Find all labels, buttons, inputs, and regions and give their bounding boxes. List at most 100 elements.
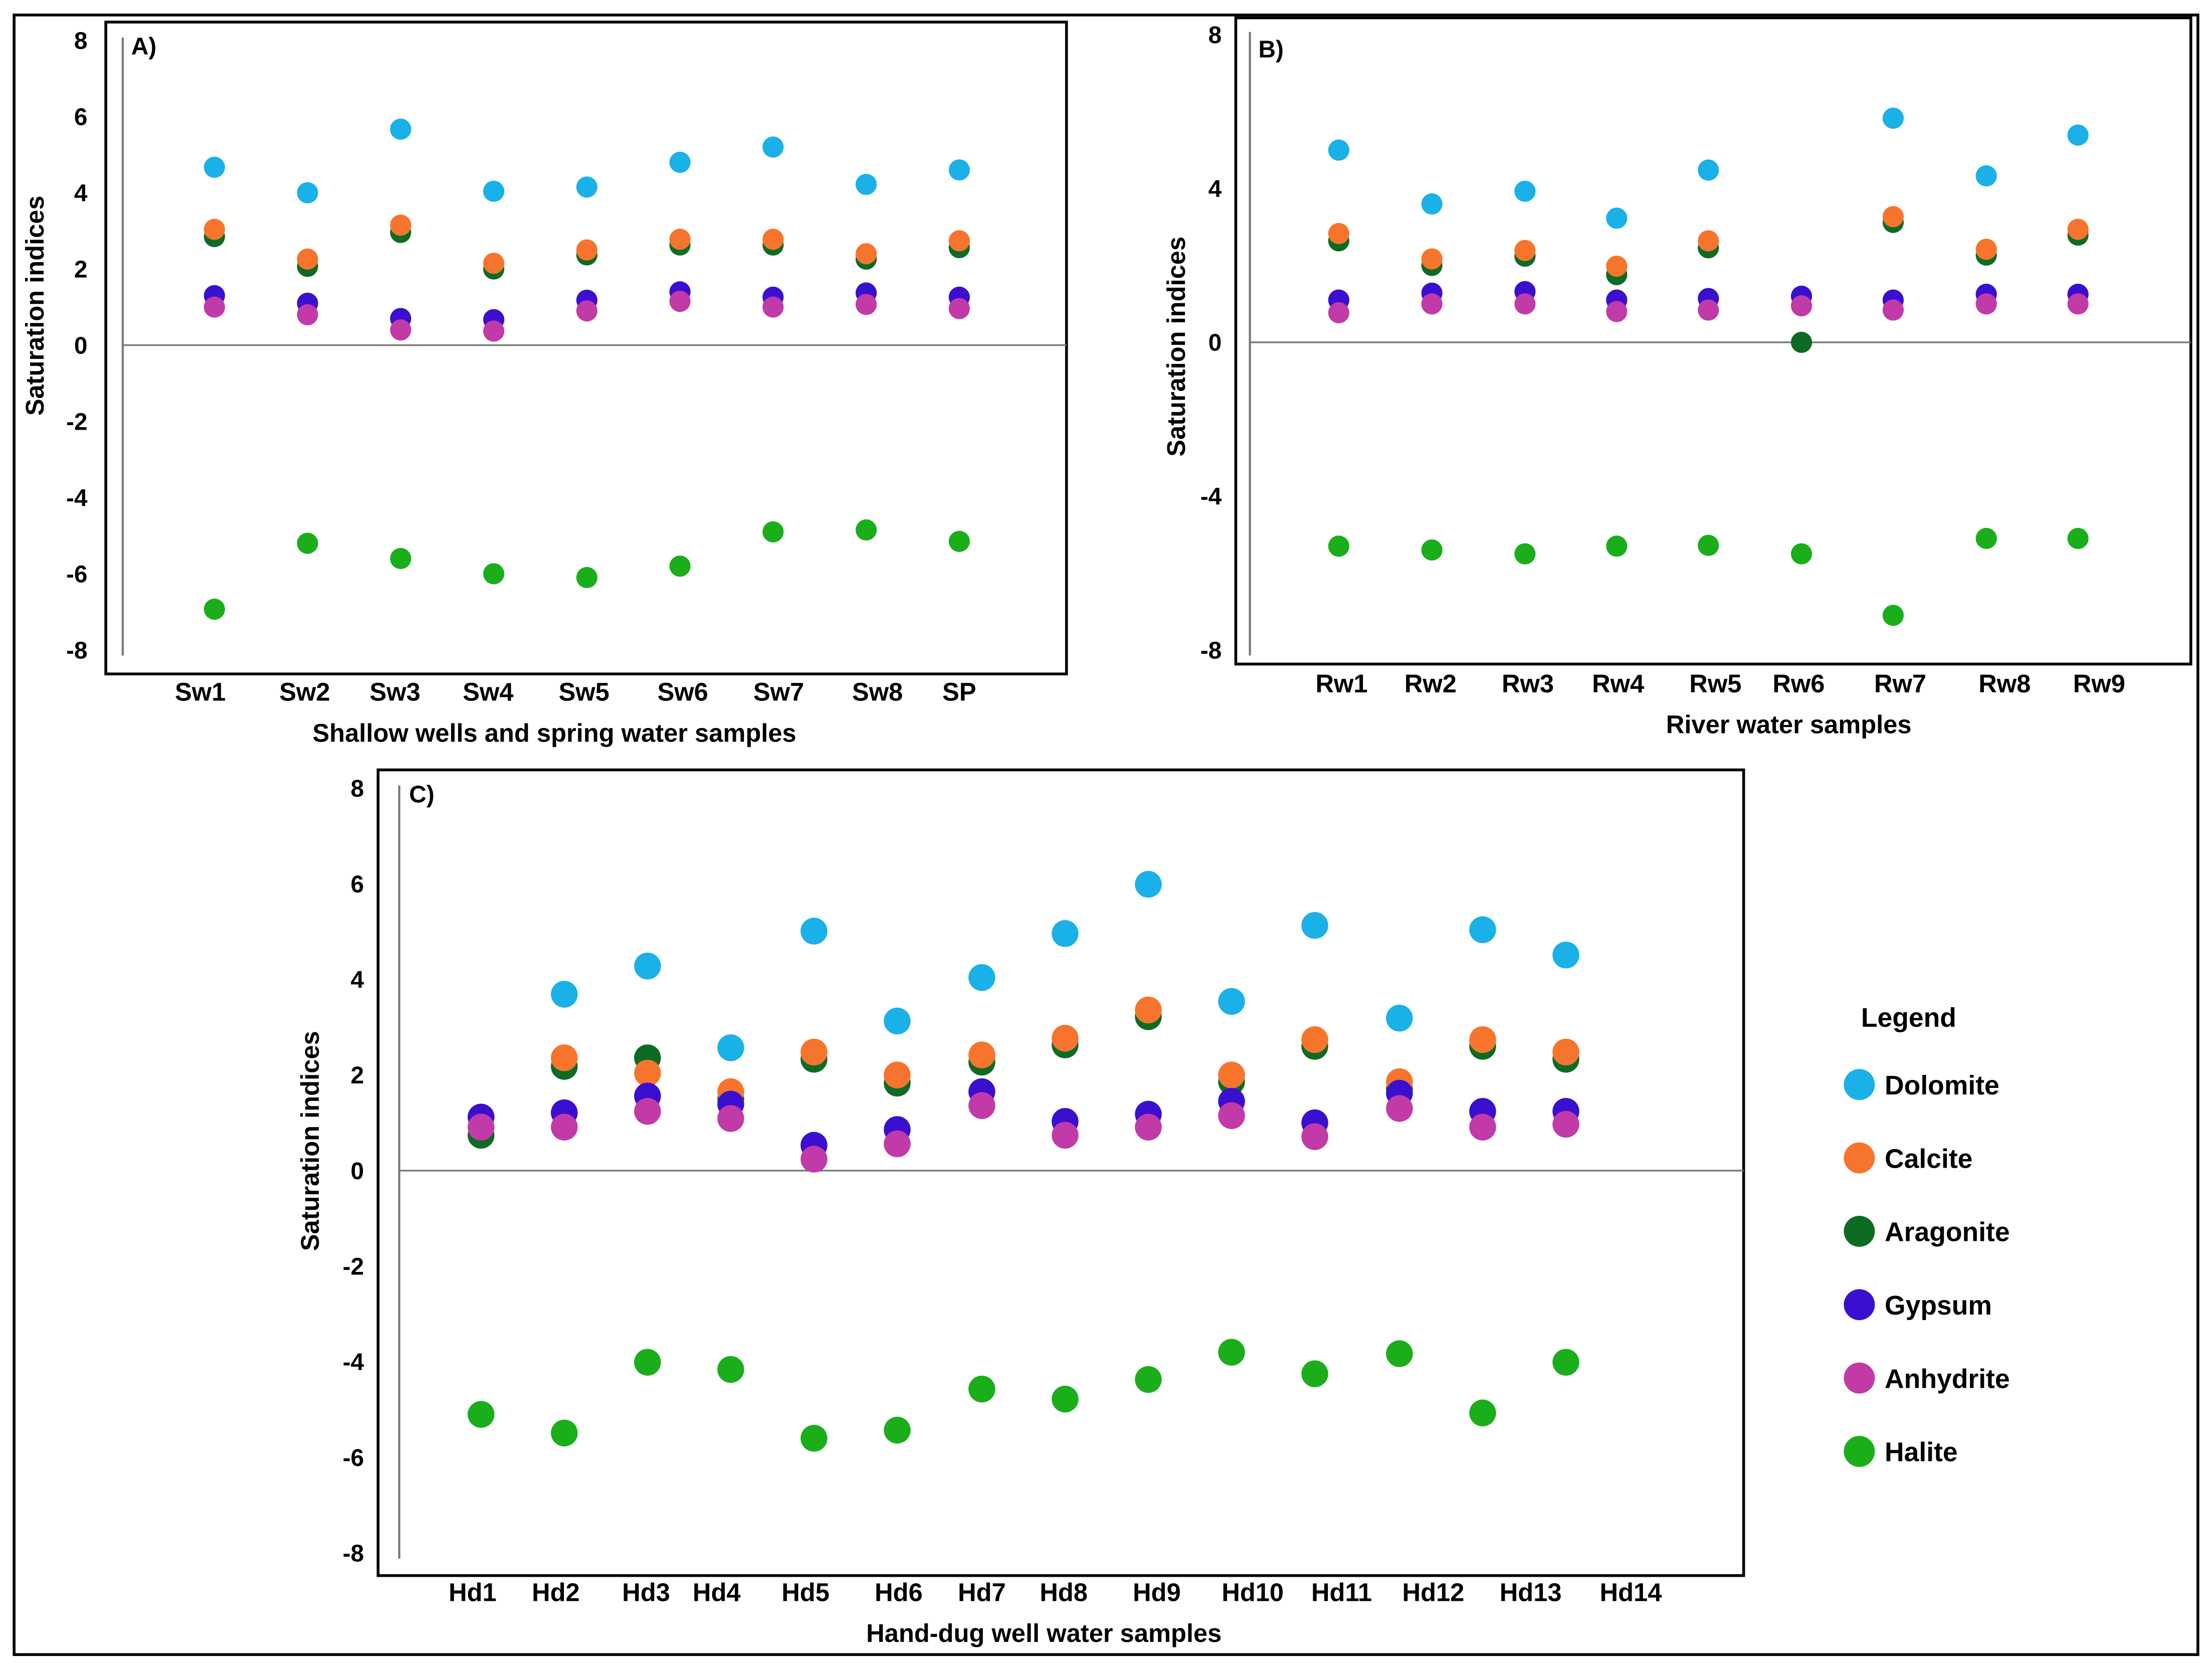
point-anhydrite-hd9 xyxy=(1135,1113,1162,1141)
point-anhydrite-sw5 xyxy=(576,300,597,322)
x-tick-label: Sw6 xyxy=(658,678,708,706)
legend: Legend Dolomite Calcite Aragonite Gypsum Anh… xyxy=(1844,1003,2010,1467)
point-dolomite-hd11 xyxy=(1301,912,1328,939)
y-tick-label: -8 xyxy=(1200,637,1222,664)
point-dolomite-rw5 xyxy=(1698,159,1719,181)
x-tick-label: Hd5 xyxy=(781,1578,830,1606)
legend-marker-halite xyxy=(1844,1436,1875,1467)
y-tick-label: -4 xyxy=(1200,484,1222,510)
x-tick-label: Sw4 xyxy=(463,678,513,706)
point-dolomite-sw5 xyxy=(576,176,597,198)
panel-c: C) Hand-dug well water samples Saturatio… xyxy=(296,768,1745,1647)
point-calcite-rw2 xyxy=(1421,248,1443,270)
point-calcite-hd7 xyxy=(968,1041,995,1068)
y-tick-label: 8 xyxy=(74,28,88,54)
panel-a-ylabel: Saturation indices xyxy=(21,196,49,416)
point-halite-sw6 xyxy=(669,555,691,577)
point-dolomite-hd5 xyxy=(800,917,828,945)
legend-label-anhydrite: Anhydrite xyxy=(1885,1364,2010,1394)
y-tick-label: -8 xyxy=(343,1541,364,1567)
point-calcite-sw4 xyxy=(483,253,505,274)
point-anhydrite-rw5 xyxy=(1698,299,1719,321)
point-halite-rw8 xyxy=(1975,527,1997,549)
y-tick-label: 4 xyxy=(74,180,88,207)
point-anhydrite-rw8 xyxy=(1975,293,1997,315)
x-tick-label: Hd13 xyxy=(1500,1578,1562,1606)
x-tick-label: Rw6 xyxy=(1772,669,1825,698)
point-calcite-hd5 xyxy=(800,1038,828,1066)
legend-label-halite: Halite xyxy=(1885,1438,1958,1467)
legend-label-dolomite: Dolomite xyxy=(1885,1071,1999,1100)
point-anhydrite-hd2 xyxy=(551,1113,578,1141)
x-tick-label: Hd4 xyxy=(693,1578,741,1606)
panel-a-frame xyxy=(104,21,1068,676)
legend-marker-anhydrite xyxy=(1844,1362,1875,1394)
x-tick-label: Sw5 xyxy=(558,678,609,706)
point-anhydrite-rw4 xyxy=(1606,301,1628,322)
point-halite-hd14 xyxy=(1552,1349,1579,1376)
y-tick-label: 8 xyxy=(1209,22,1222,49)
point-dolomite-sw6 xyxy=(669,151,691,173)
point-dolomite-sw3 xyxy=(390,118,412,140)
point-dolomite-hd3 xyxy=(634,953,661,980)
point-calcite-sw7 xyxy=(762,229,784,250)
x-tick-label: Rw2 xyxy=(1404,669,1457,698)
point-anhydrite-rw1 xyxy=(1328,302,1349,323)
point-dolomite-sw4 xyxy=(483,180,505,202)
point-dolomite-hd10 xyxy=(1218,988,1245,1015)
panel-a-label: A) xyxy=(131,34,156,60)
point-halite-rw4 xyxy=(1606,535,1628,557)
point-halite-rw6 xyxy=(1790,543,1813,565)
point-anhydrite-hd3 xyxy=(634,1097,661,1125)
panel-c-label: C) xyxy=(409,781,434,808)
point-halite-rw7 xyxy=(1882,605,1904,626)
point-anhydrite-rw3 xyxy=(1514,293,1536,315)
y-tick-label: 0 xyxy=(351,1158,364,1185)
point-dolomite-sp xyxy=(948,159,970,181)
y-tick-label: -2 xyxy=(66,409,88,435)
point-anhydrite-rw9 xyxy=(2067,293,2089,315)
y-tick-label: 6 xyxy=(74,104,88,130)
panel-a: A) Shallow wells and spring water sample… xyxy=(21,21,1068,747)
point-halite-rw3 xyxy=(1514,543,1536,565)
point-halite-sw5 xyxy=(576,567,597,589)
point-dolomite-sw7 xyxy=(762,136,784,158)
point-dolomite-hd2 xyxy=(551,981,578,1008)
point-dolomite-hd9 xyxy=(1135,871,1162,898)
x-tick-label: Sw3 xyxy=(369,678,420,706)
y-tick-label: -2 xyxy=(343,1253,364,1280)
point-calcite-rw5 xyxy=(1698,230,1719,252)
y-tick-label: 2 xyxy=(351,1062,364,1089)
point-calcite-hd6 xyxy=(884,1061,911,1088)
point-halite-hd12 xyxy=(1386,1340,1413,1367)
point-calcite-rw9 xyxy=(2067,219,2089,240)
point-dolomite-hd13 xyxy=(1469,916,1496,944)
x-tick-label: Rw9 xyxy=(2073,669,2125,698)
panel-c-ylabel: Saturation indices xyxy=(296,1031,324,1251)
legend-label-gypsum: Gypsum xyxy=(1885,1291,1992,1321)
x-tick-label: Rw4 xyxy=(1592,669,1644,698)
point-dolomite-hd8 xyxy=(1052,920,1079,947)
x-tick-label: Hd11 xyxy=(1311,1578,1372,1606)
point-dolomite-hd7 xyxy=(968,964,995,991)
point-halite-hd9 xyxy=(1135,1366,1162,1393)
point-dolomite-sw8 xyxy=(855,173,877,195)
legend-label-calcite: Calcite xyxy=(1885,1144,1972,1174)
point-anhydrite-rw2 xyxy=(1421,293,1443,315)
y-tick-label: 2 xyxy=(74,256,88,283)
y-tick-label: 0 xyxy=(74,332,88,359)
point-halite-hd8 xyxy=(1052,1385,1079,1413)
point-halite-sw2 xyxy=(297,532,318,554)
x-tick-label: Hd6 xyxy=(875,1578,923,1606)
panel-b-xlabel: River water samples xyxy=(1666,710,1912,738)
y-tick-label: 6 xyxy=(351,871,364,898)
point-dolomite-hd6 xyxy=(884,1007,911,1035)
point-calcite-hd14 xyxy=(1552,1038,1579,1066)
x-tick-label: Hd3 xyxy=(622,1578,670,1606)
point-anhydrite-hd7 xyxy=(968,1092,995,1119)
panel-c-xlabel: Hand-dug well water samples xyxy=(866,1619,1222,1647)
point-halite-hd13 xyxy=(1469,1399,1496,1427)
point-calcite-sw5 xyxy=(576,239,597,261)
point-calcite-rw4 xyxy=(1606,255,1628,277)
